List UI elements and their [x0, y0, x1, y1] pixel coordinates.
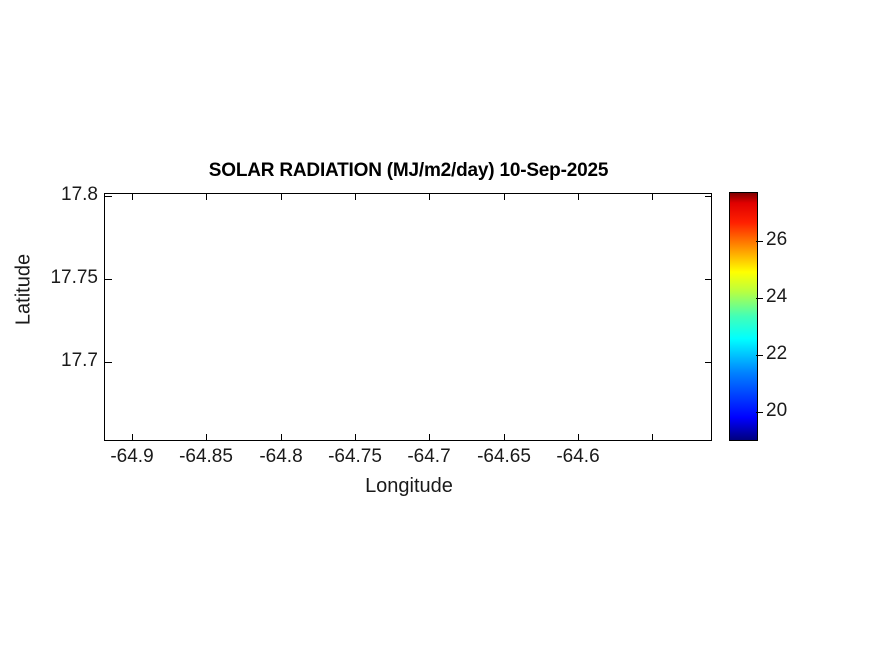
colorbar[interactable]	[729, 192, 758, 441]
y-tick-label: 17.7	[61, 350, 98, 371]
x-tick-label: -64.7	[407, 446, 451, 467]
x-tick-label: -64.75	[328, 446, 382, 467]
y-tick-label: 17.75	[50, 267, 98, 288]
colorbar-gradient	[730, 193, 757, 440]
colorbar-tick-label: 22	[766, 343, 788, 364]
colorbar-tick-label: 26	[766, 229, 788, 250]
x-tick-label: -64.65	[477, 446, 531, 467]
colorbar-tick-label: 20	[766, 400, 788, 421]
axes-frame	[104, 193, 712, 441]
x-tick-mark-top	[281, 193, 282, 200]
x-tick-mark	[355, 434, 356, 441]
x-tick-mark-top	[429, 193, 430, 200]
y-tick-mark	[105, 279, 112, 280]
x-tick-mark	[652, 434, 653, 441]
y-tick-mark-right	[705, 362, 712, 363]
x-tick-label: -64.9	[110, 446, 154, 467]
x-tick-label: -64.85	[179, 446, 233, 467]
colorbar-tick-mark	[756, 412, 763, 413]
page-title: SOLAR RADIATION (MJ/m2/day) 10-Sep-2025	[208, 160, 609, 181]
colorbar-tick-label: 24	[766, 286, 788, 307]
x-tick-mark	[504, 434, 505, 441]
x-tick-mark	[429, 434, 430, 441]
colorbar-tick-mark	[756, 241, 763, 242]
x-tick-mark-top	[132, 193, 133, 200]
y-tick-mark	[105, 196, 112, 197]
x-tick-mark-top	[355, 193, 356, 200]
y-tick-mark-right	[705, 196, 712, 197]
x-tick-mark	[578, 434, 579, 441]
y-axis-label: Latitude	[12, 253, 35, 326]
colorbar-tick-mark	[756, 298, 763, 299]
y-tick-label: 17.8	[61, 184, 98, 205]
colorbar-tick-mark	[756, 355, 763, 356]
x-tick-mark-top	[652, 193, 653, 200]
x-tick-label: -64.6	[556, 446, 600, 467]
x-tick-mark-top	[578, 193, 579, 200]
x-tick-mark	[281, 434, 282, 441]
x-tick-label: -64.8	[259, 446, 303, 467]
x-axis-label: Longitude	[365, 475, 453, 497]
x-tick-mark	[132, 434, 133, 441]
y-tick-mark	[105, 362, 112, 363]
y-tick-mark-right	[705, 279, 712, 280]
x-tick-mark-top	[504, 193, 505, 200]
x-tick-mark	[206, 434, 207, 441]
x-tick-mark-top	[206, 193, 207, 200]
